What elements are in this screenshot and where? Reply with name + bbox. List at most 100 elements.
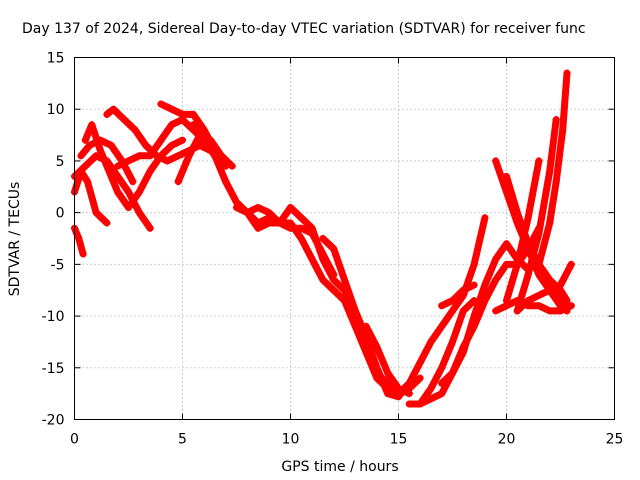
- data-point: [84, 178, 91, 186]
- data-point: [114, 172, 122, 180]
- data-point: [373, 364, 381, 372]
- data-point: [96, 147, 104, 155]
- series-trace: [189, 121, 338, 279]
- data-point: [535, 302, 543, 310]
- data-point: [75, 235, 83, 242]
- data-point: [265, 214, 273, 222]
- y-axis-label: SDTVAR / TECUs: [7, 182, 23, 297]
- data-point: [319, 255, 327, 263]
- series-sat-a: [71, 224, 87, 258]
- data-point: [243, 209, 251, 217]
- data-point: [481, 281, 489, 289]
- data-point: [438, 322, 446, 330]
- data-point: [157, 136, 165, 144]
- data-point: [438, 390, 446, 398]
- y-tick-label: -20: [42, 413, 65, 429]
- data-point: [217, 152, 225, 160]
- data-point: [92, 209, 100, 217]
- data-point: [120, 116, 128, 124]
- data-point: [88, 121, 96, 129]
- data-point: [449, 338, 456, 346]
- x-tick-label: 25: [606, 432, 624, 448]
- x-tick-label: 15: [390, 432, 408, 448]
- data-point: [513, 209, 521, 217]
- data-point: [557, 307, 564, 315]
- series-sat-j: [189, 121, 338, 279]
- data-point: [503, 260, 510, 268]
- data-point: [77, 167, 85, 175]
- data-point: [459, 286, 467, 294]
- data-point: [107, 141, 115, 149]
- data-point: [395, 390, 402, 398]
- data-point: [546, 286, 554, 294]
- data-point: [179, 110, 186, 118]
- data-point: [384, 390, 392, 398]
- data-point: [86, 141, 94, 149]
- data-point: [405, 400, 413, 408]
- data-point: [351, 307, 359, 315]
- data-point: [449, 307, 456, 315]
- data-point: [524, 271, 532, 279]
- data-point: [492, 307, 500, 315]
- series-trace: [71, 152, 154, 232]
- data-point: [416, 374, 424, 382]
- data-point: [189, 121, 197, 129]
- data-point: [563, 297, 571, 305]
- data-point: [557, 281, 564, 289]
- series-sat-l: [243, 209, 424, 398]
- series-trace: [513, 260, 575, 315]
- data-point: [125, 188, 132, 196]
- data-point: [559, 126, 567, 134]
- data-point: [114, 188, 122, 196]
- x-tick-label: 20: [498, 432, 516, 448]
- data-point: [146, 224, 154, 232]
- data-point: [222, 178, 230, 186]
- data-point: [459, 348, 467, 356]
- data-point: [405, 390, 413, 398]
- data-point: [341, 276, 348, 284]
- y-tick-label: -5: [51, 257, 65, 273]
- series-trace: [243, 209, 424, 398]
- data-point: [449, 297, 456, 305]
- data-point: [449, 369, 456, 377]
- data-series: [71, 69, 575, 408]
- data-point: [233, 204, 240, 211]
- data-point: [524, 214, 532, 222]
- data-point: [535, 260, 543, 268]
- data-point: [373, 343, 381, 351]
- data-point: [341, 297, 348, 305]
- data-point: [416, 400, 424, 408]
- data-point: [319, 276, 327, 284]
- data-point: [142, 141, 150, 149]
- series-sat-x: [513, 260, 575, 315]
- data-point: [276, 219, 284, 227]
- y-tick-label: 5: [56, 154, 65, 170]
- data-point: [438, 379, 446, 387]
- data-point: [427, 385, 435, 392]
- data-point: [228, 162, 236, 170]
- data-point: [524, 297, 532, 305]
- data-point: [513, 260, 521, 268]
- data-point: [524, 245, 532, 253]
- data-point: [362, 322, 370, 330]
- data-point: [308, 224, 316, 232]
- data-point: [211, 152, 219, 160]
- y-tick-label: 15: [47, 51, 65, 67]
- data-point: [427, 395, 435, 403]
- data-point: [513, 307, 521, 315]
- data-point: [174, 178, 182, 186]
- data-point: [129, 178, 137, 186]
- data-point: [546, 276, 554, 284]
- data-point: [168, 105, 176, 113]
- data-point: [125, 204, 132, 211]
- data-point: [351, 322, 359, 330]
- data-point: [287, 219, 294, 227]
- data-point: [185, 152, 193, 160]
- series-sat-m: [319, 235, 413, 401]
- data-point: [109, 105, 117, 113]
- y-tick-label: -15: [42, 361, 65, 377]
- data-point: [103, 219, 111, 227]
- data-point: [405, 379, 413, 387]
- series-sat-z: [503, 157, 543, 305]
